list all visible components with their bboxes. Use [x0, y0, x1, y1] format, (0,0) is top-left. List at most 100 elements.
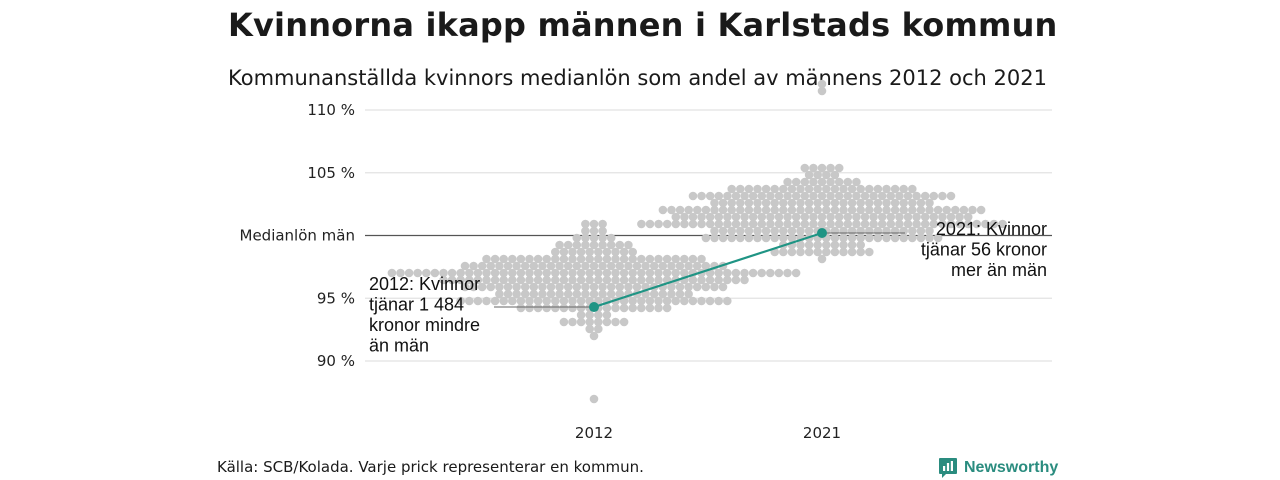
kommun-dot: [460, 282, 470, 292]
kommun-dot: [654, 219, 663, 229]
kommun-dot: [482, 296, 491, 306]
kommun-dot: [649, 261, 659, 271]
highlight-point: [817, 227, 827, 238]
kommun-dot: [783, 177, 792, 187]
kommun-dot: [563, 289, 573, 299]
kommun-dot: [800, 163, 810, 173]
kommun-dot: [611, 275, 620, 285]
kommun-dot: [529, 261, 539, 271]
kommun-dot: [628, 296, 637, 306]
annotation-text: än män: [369, 336, 429, 356]
kommun-dot: [619, 268, 629, 278]
kommun-dot: [576, 247, 586, 257]
kommun-dot: [817, 86, 827, 96]
kommun-dot: [559, 254, 569, 264]
kommun-dot: [538, 282, 547, 292]
kommun-dot: [705, 296, 715, 306]
kommun-dot: [551, 275, 560, 285]
kommun-dot: [839, 233, 848, 243]
kommun-dot: [796, 226, 805, 236]
kommun-dot: [770, 233, 779, 243]
kommun-dot: [736, 205, 745, 215]
kommun-dot: [675, 289, 685, 299]
kommun-dot: [525, 303, 534, 313]
annotation-text: kronor mindre: [369, 315, 480, 335]
kommun-dot: [800, 177, 810, 187]
kommun-dot: [396, 268, 405, 278]
kommun-dot: [606, 233, 616, 243]
kommun-dot: [783, 191, 792, 201]
kommun-dot: [908, 184, 917, 194]
kommun-dot: [662, 219, 672, 229]
kommun-dot: [955, 219, 964, 229]
kommun-dot: [791, 219, 801, 229]
kommun-dot: [645, 296, 655, 306]
kommun-dot: [830, 170, 840, 180]
kommun-dot: [740, 219, 749, 229]
kommun-dot: [499, 296, 509, 306]
kommun-dot: [581, 282, 590, 292]
kommun-dot: [667, 205, 676, 215]
kommun-dot: [839, 184, 848, 194]
kommun-dot: [594, 275, 603, 285]
kommun-dot: [714, 212, 724, 222]
kommun-dot: [551, 268, 560, 278]
kommun-dot: [916, 198, 926, 208]
kommun-dot: [495, 282, 504, 292]
kommun-dot: [813, 205, 822, 215]
kommun-dot: [843, 219, 853, 229]
kommun-dot: [723, 219, 732, 229]
kommun-dot: [606, 240, 616, 250]
kommun-dot: [697, 191, 706, 201]
kommun-dot: [615, 282, 625, 292]
kommun-dot: [813, 184, 822, 194]
kommun-dot: [791, 212, 801, 222]
kommun-dot: [581, 289, 590, 299]
highlight-line: [593, 231, 823, 309]
kommun-dot: [675, 261, 685, 271]
kommun-dot: [439, 268, 448, 278]
kommun-dot: [662, 303, 672, 313]
kommun-dot: [572, 289, 582, 299]
kommun-dot: [555, 289, 564, 299]
kommun-dot: [903, 219, 913, 229]
kommun-dot: [525, 296, 534, 306]
kommun-dot: [542, 275, 551, 285]
kommun-dot: [628, 275, 637, 285]
kommun-dot: [559, 317, 569, 327]
kommun-dot: [637, 303, 646, 313]
kommun-dot: [705, 212, 715, 222]
kommun-dot: [826, 163, 835, 173]
kommun-dot: [830, 233, 840, 243]
kommun-dot: [490, 268, 500, 278]
kommun-dot: [753, 184, 762, 194]
kommun-dot: [774, 219, 784, 229]
kommun-dot: [619, 275, 629, 285]
kommun-dot: [658, 261, 668, 271]
kommun-dot: [675, 205, 685, 215]
kommun-dot: [865, 184, 874, 194]
kommun-dot: [959, 205, 969, 215]
kommun-dot: [632, 282, 642, 292]
kommun-dot: [701, 282, 711, 292]
kommun-dot: [645, 275, 655, 285]
kommun-dot: [748, 268, 758, 278]
kommun-dot: [839, 205, 848, 215]
kommun-dot: [525, 254, 534, 264]
kommun-dot: [714, 219, 724, 229]
kommun-dot: [529, 282, 539, 292]
kommun-dot: [908, 198, 917, 208]
kommun-dot: [525, 275, 534, 285]
kommun-dot: [886, 212, 896, 222]
kommun-dot: [615, 261, 625, 271]
kommun-dot: [856, 247, 865, 257]
kommun-dot: [508, 268, 517, 278]
kommun-dot: [783, 212, 792, 222]
kommun-dot: [692, 261, 702, 271]
kommun-dot: [834, 212, 844, 222]
kommun-dot: [710, 282, 719, 292]
kommun-dot: [766, 268, 775, 278]
y-tick-label: 95 %: [317, 289, 355, 307]
kommun-dot: [800, 191, 810, 201]
kommun-dot: [465, 296, 474, 306]
